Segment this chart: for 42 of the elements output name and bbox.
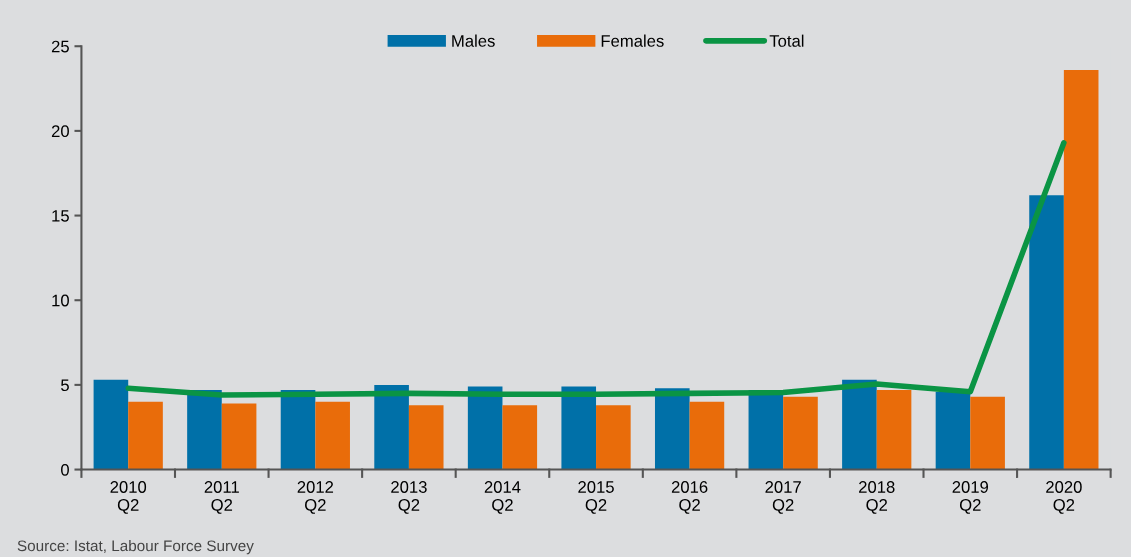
bar bbox=[654, 388, 690, 470]
bar bbox=[315, 401, 350, 470]
x-tick-label: 2015 Q2 bbox=[578, 481, 614, 514]
bar bbox=[1029, 195, 1064, 470]
source-note: Source: Istat, Labour Force Survey bbox=[17, 539, 254, 555]
legend-label: Total bbox=[769, 34, 804, 47]
x-tick-label: 2018 Q2 bbox=[859, 481, 895, 514]
bar bbox=[970, 396, 1005, 470]
x-tick-label: 2012 Q2 bbox=[297, 481, 334, 514]
x-tick-label: 2013 Q2 bbox=[391, 481, 427, 514]
x-tick-label: 2016 Q2 bbox=[671, 481, 708, 514]
y-tick-label: 15 bbox=[52, 210, 69, 222]
bar bbox=[842, 379, 877, 470]
y-tick-label: 0 bbox=[61, 463, 69, 476]
bar bbox=[187, 389, 222, 470]
bar bbox=[221, 403, 257, 470]
x-tick-label: 2010 Q2 bbox=[110, 481, 147, 514]
bar bbox=[408, 405, 444, 470]
y-tick-label: 10 bbox=[52, 294, 69, 307]
bar bbox=[561, 386, 597, 470]
x-tick-label: 2014 Q2 bbox=[484, 481, 521, 514]
bar bbox=[280, 389, 316, 470]
x-tick-label: 2020 Q2 bbox=[1046, 481, 1082, 514]
bar bbox=[374, 384, 409, 470]
x-tick-label: 2019 Q2 bbox=[952, 481, 989, 514]
bar bbox=[783, 396, 818, 470]
bar bbox=[93, 379, 129, 470]
x-tick-label: 2017 Q2 bbox=[765, 481, 801, 514]
bar bbox=[935, 391, 971, 470]
x-tick-label: 2011 Q2 bbox=[204, 481, 239, 514]
bar bbox=[596, 405, 631, 470]
bar bbox=[502, 405, 538, 470]
bar bbox=[128, 401, 163, 470]
legend-label: Females bbox=[601, 34, 664, 47]
bar bbox=[689, 401, 725, 470]
y-tick-label: 25 bbox=[51, 40, 69, 53]
y-tick-label: 20 bbox=[51, 125, 69, 138]
bar bbox=[467, 386, 503, 470]
bar bbox=[1063, 69, 1099, 470]
y-tick-label: 5 bbox=[61, 379, 69, 392]
legend-label: Males bbox=[452, 34, 495, 47]
bar bbox=[876, 389, 912, 470]
